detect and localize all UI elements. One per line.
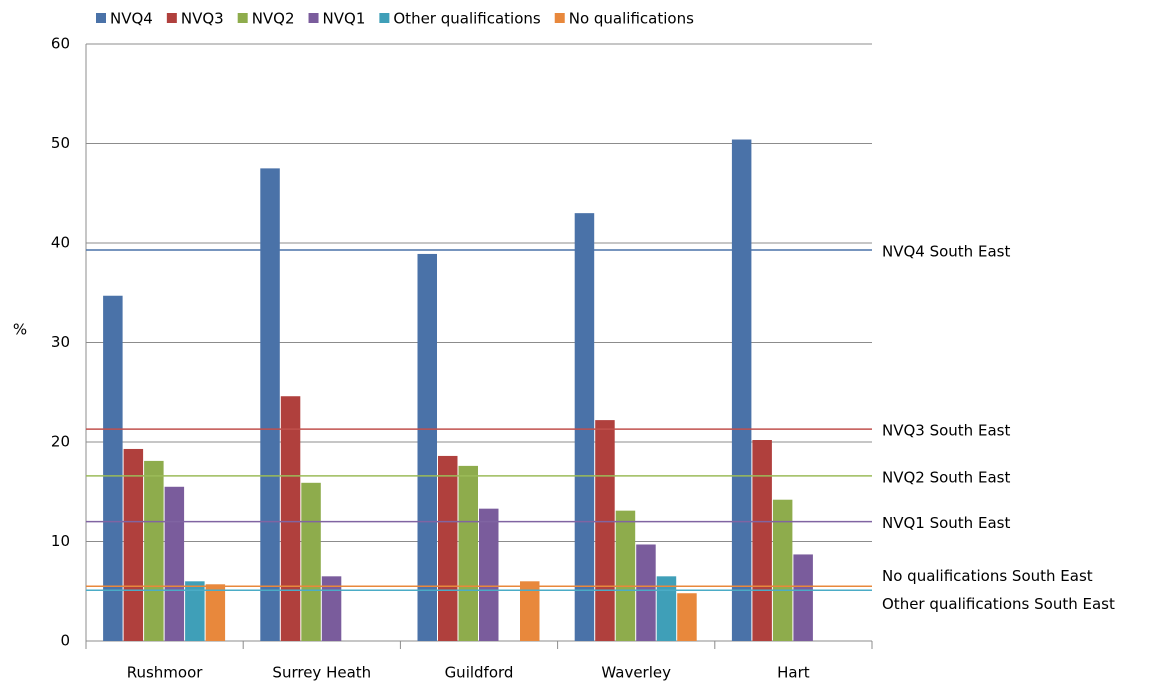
legend-label: NVQ4 bbox=[110, 10, 153, 28]
x-tick-label: Waverley bbox=[601, 664, 671, 682]
bar bbox=[479, 508, 499, 641]
legend-swatch bbox=[237, 13, 248, 23]
y-tick-label: 0 bbox=[60, 632, 70, 650]
bar bbox=[615, 510, 636, 641]
bar bbox=[458, 465, 478, 641]
legend-label: NVQ2 bbox=[252, 10, 295, 28]
bar bbox=[772, 499, 793, 641]
bar bbox=[438, 455, 458, 641]
reference-label: No qualifications South East bbox=[882, 567, 1093, 585]
bar bbox=[574, 213, 595, 641]
bar bbox=[144, 460, 164, 641]
reference-label: NVQ2 South East bbox=[882, 468, 1010, 486]
bar bbox=[656, 576, 677, 641]
y-tick-label: 10 bbox=[51, 532, 70, 550]
bar bbox=[636, 544, 656, 641]
legend-swatch bbox=[308, 13, 319, 23]
bar bbox=[731, 139, 752, 641]
reference-label: NVQ4 South East bbox=[882, 242, 1010, 260]
legend-swatch bbox=[554, 13, 565, 23]
bar bbox=[164, 486, 185, 641]
bar bbox=[417, 253, 437, 641]
bar bbox=[280, 396, 301, 641]
bar bbox=[595, 420, 615, 641]
y-tick-label: 40 bbox=[51, 234, 70, 252]
x-tick-label: Surrey Heath bbox=[272, 664, 371, 682]
bar bbox=[677, 593, 697, 641]
legend-label: No qualifications bbox=[569, 10, 694, 28]
legend-swatch bbox=[96, 13, 106, 23]
bar bbox=[301, 482, 321, 641]
y-tick-label: 60 bbox=[51, 35, 70, 53]
y-axis-label: % bbox=[13, 321, 27, 339]
bar bbox=[520, 581, 540, 641]
bar bbox=[205, 584, 226, 641]
x-tick-label: Rushmoor bbox=[127, 664, 204, 682]
legend-label: NVQ3 bbox=[181, 10, 224, 28]
y-tick-label: 50 bbox=[51, 134, 70, 152]
reference-label: NVQ3 South East bbox=[882, 422, 1010, 440]
bar bbox=[103, 295, 123, 641]
x-tick-label: Hart bbox=[777, 664, 810, 682]
legend-swatch bbox=[166, 13, 177, 23]
bar bbox=[260, 168, 280, 641]
bar bbox=[793, 554, 813, 641]
bar bbox=[185, 581, 205, 641]
x-tick-label: Guildford bbox=[445, 664, 514, 682]
bar bbox=[752, 440, 772, 641]
legend-label: Other qualifications bbox=[393, 10, 541, 28]
reference-label: NVQ1 South East bbox=[882, 514, 1010, 532]
bar bbox=[123, 448, 144, 641]
reference-label: Other qualifications South East bbox=[882, 595, 1115, 613]
y-tick-label: 30 bbox=[51, 333, 70, 351]
legend-label: NVQ1 bbox=[323, 10, 366, 28]
bar bbox=[321, 576, 342, 641]
legend-swatch bbox=[379, 13, 390, 23]
y-tick-label: 20 bbox=[51, 433, 70, 451]
